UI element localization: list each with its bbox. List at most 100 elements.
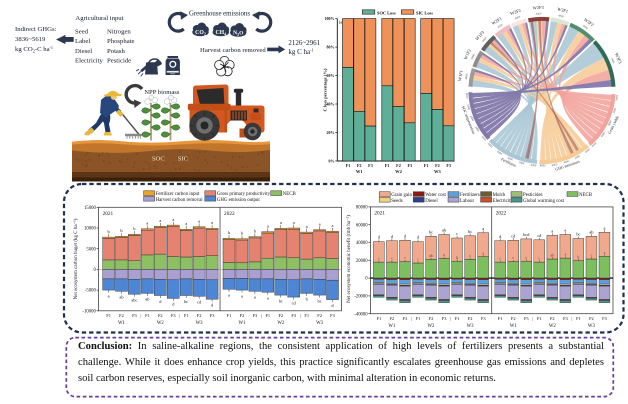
svg-text:6000: 6000 bbox=[552, 163, 559, 167]
svg-text:F1: F1 bbox=[498, 316, 503, 321]
svg-text:40000: 40000 bbox=[356, 241, 368, 246]
svg-text:W3: W3 bbox=[196, 321, 204, 326]
svg-text:60%: 60% bbox=[327, 73, 335, 78]
svg-text:2000: 2000 bbox=[518, 161, 525, 166]
svg-text:Harvest carbon removal: Harvest carbon removal bbox=[156, 198, 204, 203]
svg-text:Seed: Seed bbox=[75, 28, 89, 35]
svg-text:F1: F1 bbox=[346, 163, 351, 168]
svg-text:80%: 80% bbox=[327, 45, 335, 50]
svg-text:b: b bbox=[120, 228, 123, 233]
svg-text:8000: 8000 bbox=[465, 93, 468, 99]
svg-text:Pesticides: Pesticides bbox=[523, 193, 543, 198]
svg-text:W2: W2 bbox=[395, 169, 403, 174]
svg-text:F2: F2 bbox=[550, 316, 555, 321]
svg-text:NPP biomass: NPP biomass bbox=[144, 89, 180, 96]
svg-text:2000: 2000 bbox=[474, 126, 480, 133]
svg-text:Diesel: Diesel bbox=[75, 48, 92, 55]
svg-text:40%: 40% bbox=[327, 102, 335, 107]
svg-text:4000: 4000 bbox=[558, 14, 565, 18]
svg-text:NPK: NPK bbox=[170, 72, 175, 75]
svg-text:Electricity: Electricity bbox=[75, 58, 104, 65]
svg-text:-5000: -5000 bbox=[85, 289, 97, 294]
svg-text:Fertilizers: Fertilizers bbox=[500, 156, 517, 168]
svg-text:d: d bbox=[404, 233, 407, 238]
svg-text:b: b bbox=[456, 256, 458, 260]
svg-text:d: d bbox=[417, 235, 420, 240]
svg-text:SOC: SOC bbox=[152, 155, 165, 162]
svg-text:Labour: Labour bbox=[460, 199, 474, 204]
svg-text:F1: F1 bbox=[184, 313, 189, 318]
svg-text:F3: F3 bbox=[291, 313, 296, 318]
svg-text:SIC Loss: SIC Loss bbox=[416, 10, 433, 15]
svg-text:80000: 80000 bbox=[356, 206, 368, 211]
svg-text:Pesticide: Pesticide bbox=[107, 58, 131, 65]
svg-text:b: b bbox=[107, 229, 110, 234]
svg-text:F1: F1 bbox=[106, 313, 111, 318]
svg-text:15000: 15000 bbox=[84, 206, 96, 211]
svg-text:F2: F2 bbox=[158, 313, 163, 318]
svg-text:2000: 2000 bbox=[574, 155, 581, 161]
svg-text:bc: bc bbox=[468, 229, 472, 234]
svg-text:W2: W2 bbox=[428, 324, 436, 329]
svg-text:F2: F2 bbox=[511, 316, 516, 321]
svg-text:4000: 4000 bbox=[563, 160, 570, 165]
svg-text:bc: bc bbox=[576, 232, 580, 237]
svg-text:bc: bc bbox=[429, 229, 433, 234]
svg-text:F1: F1 bbox=[377, 316, 382, 321]
svg-text:W2: W2 bbox=[277, 321, 285, 326]
svg-text:|: | bbox=[411, 316, 412, 321]
svg-text:W1: W1 bbox=[118, 321, 126, 326]
svg-text:F1: F1 bbox=[576, 316, 581, 321]
svg-text:a: a bbox=[564, 228, 566, 233]
svg-text:2021: 2021 bbox=[103, 211, 114, 217]
svg-text:a: a bbox=[254, 295, 256, 300]
svg-text:0000: 0000 bbox=[481, 136, 487, 143]
svg-text:cd: cd bbox=[537, 233, 542, 238]
svg-text:a: a bbox=[280, 220, 282, 225]
svg-text:ab: ab bbox=[551, 254, 555, 258]
svg-text:a: a bbox=[211, 220, 213, 225]
svg-text:bc: bc bbox=[318, 298, 322, 303]
svg-text:W1: W1 bbox=[510, 324, 518, 329]
svg-text:Indirect GHGs:: Indirect GHGs: bbox=[15, 26, 57, 33]
svg-text:N2O: N2O bbox=[233, 31, 244, 37]
svg-text:4000: 4000 bbox=[471, 53, 476, 60]
svg-text:|: | bbox=[179, 313, 180, 318]
svg-text:ab: ab bbox=[429, 254, 433, 258]
svg-text:F1: F1 bbox=[537, 316, 542, 321]
svg-text:4000: 4000 bbox=[469, 115, 474, 122]
svg-text:F2: F2 bbox=[197, 313, 202, 318]
svg-text:F2: F2 bbox=[396, 163, 401, 168]
svg-text:ab: ab bbox=[145, 297, 150, 302]
svg-text:kg C ha-1: kg C ha-1 bbox=[288, 48, 313, 56]
svg-text:6000: 6000 bbox=[600, 131, 606, 138]
svg-text:0: 0 bbox=[365, 277, 368, 282]
svg-text:F2: F2 bbox=[589, 316, 594, 321]
svg-text:W2F3: W2F3 bbox=[533, 5, 545, 11]
svg-text:C loss percentage (%): C loss percentage (%) bbox=[323, 68, 328, 111]
svg-text:W1F3: W1F3 bbox=[474, 29, 486, 41]
svg-text:F2: F2 bbox=[119, 313, 124, 318]
svg-text:4000: 4000 bbox=[482, 36, 488, 43]
svg-text:b: b bbox=[241, 231, 244, 236]
svg-text:kg CO2-C ha-1: kg CO2-C ha-1 bbox=[15, 45, 53, 54]
svg-text:Agricultural input: Agricultural input bbox=[75, 15, 123, 22]
svg-text:a: a bbox=[319, 221, 321, 226]
svg-text:6000: 6000 bbox=[496, 150, 503, 156]
svg-text:F1: F1 bbox=[304, 313, 309, 318]
svg-text:a: a bbox=[198, 219, 200, 224]
svg-text:4000: 4000 bbox=[497, 23, 504, 29]
svg-text:a: a bbox=[267, 296, 269, 301]
svg-text:bc: bc bbox=[184, 299, 188, 304]
svg-text:F1: F1 bbox=[424, 163, 429, 168]
svg-text:2022: 2022 bbox=[224, 211, 235, 217]
svg-text:F3: F3 bbox=[171, 313, 176, 318]
svg-text:F2: F2 bbox=[468, 316, 473, 321]
svg-text:d: d bbox=[378, 235, 381, 240]
svg-text:a: a bbox=[293, 220, 295, 225]
svg-text:Global warming cost: Global warming cost bbox=[523, 199, 565, 204]
svg-text:a: a bbox=[482, 226, 484, 231]
svg-text:|: | bbox=[261, 313, 262, 318]
svg-text:W1: W1 bbox=[388, 324, 396, 329]
svg-text:F1: F1 bbox=[265, 313, 270, 318]
